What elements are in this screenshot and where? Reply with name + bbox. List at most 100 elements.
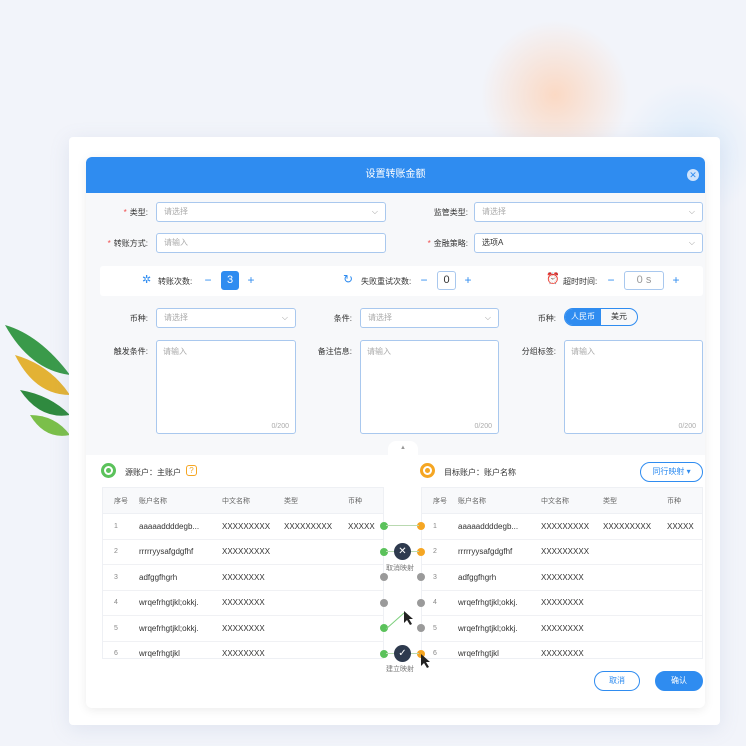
transfer-count-value[interactable]: 3 — [221, 271, 239, 290]
table-cell: wrqefrhgtjkl;okkj. — [458, 598, 518, 608]
table-row[interactable]: 3 adfggfhgrh XXXXXXXX — [103, 565, 383, 591]
chevron-down-icon: ⌵ — [688, 207, 695, 216]
type-select[interactable]: 请选择 ⌵ — [156, 202, 386, 222]
target-anchor[interactable] — [417, 547, 425, 556]
supervision-type-select[interactable]: 请选择 ⌵ — [474, 202, 703, 222]
create-mapping-label: 建立映射 — [386, 666, 414, 673]
table-cell: XXXXXXXXX — [541, 521, 590, 531]
currency-select[interactable]: 请选择 ⌵ — [156, 308, 296, 328]
table-row[interactable]: 5 wrqefrhgtjkl;okkj. XXXXXXXX — [422, 616, 702, 642]
caret-down-icon: ▾ — [686, 467, 691, 476]
help-icon[interactable]: ? — [186, 465, 197, 476]
table-cell: XXXXXXXXX — [603, 521, 652, 531]
finance-strategy-select[interactable]: 选项A ⌵ — [474, 233, 703, 253]
table-row[interactable]: 1 aaaaaddddegb... XXXXXXXXX XXXXXXXXX XXXXX — [103, 514, 383, 540]
plus-button[interactable]: + — [464, 273, 472, 287]
mapping-mode-dropdown[interactable]: 同行映射 ▾ — [640, 462, 703, 482]
table-cell: 3 — [114, 573, 118, 581]
column-header: 序号 — [433, 497, 447, 505]
cancel-mapping-icon[interactable]: ✕ — [394, 543, 411, 560]
source-anchor[interactable] — [380, 598, 388, 607]
table-cell: 1 — [114, 522, 118, 530]
target-anchor[interactable] — [417, 649, 425, 658]
connector-column: ✕ 取消映射 ✓ — [380, 487, 425, 662]
table-cell: XXXXXXXX — [541, 649, 584, 659]
dragging-line — [385, 611, 413, 630]
table-row[interactable]: 3 adfggfhgrh XXXXXXXX — [422, 565, 702, 591]
minus-button[interactable]: − — [607, 273, 615, 287]
table-cell: aaaaaddddegb... — [458, 521, 519, 531]
table-header: 序号 账户名称 中文名称 类型 币种 — [103, 488, 383, 514]
table-row[interactable]: 6 wrqefrhgtjkl XXXXXXXX — [422, 642, 702, 659]
group-tag-textarea[interactable]: 请输入 0/200 — [564, 340, 703, 434]
toggle-option-usd[interactable]: 美元 — [611, 312, 627, 321]
target-anchor[interactable] — [417, 573, 425, 581]
close-icon[interactable]: ✕ — [687, 169, 699, 181]
source-anchor[interactable] — [380, 624, 388, 632]
table-row[interactable]: 2 rrrrryysafgdgfhf XXXXXXXXX — [422, 540, 702, 565]
table-cell: wrqefrhgtjkl;okkj. — [139, 598, 199, 608]
target-title: 目标账户：账户名称 — [444, 468, 516, 477]
create-mapping-icon[interactable]: ✓ — [394, 645, 411, 662]
target-anchor[interactable] — [417, 624, 425, 632]
table-cell: XXXXX — [667, 521, 694, 531]
table-cell: adfggfhgrh — [139, 572, 178, 582]
currency-label: 币种: — [129, 314, 148, 323]
table-row[interactable]: 6 wrqefrhgtjkl XXXXXXXX — [103, 642, 383, 659]
chevron-down-icon: ⌵ — [281, 313, 288, 322]
source-anchor[interactable] — [380, 573, 388, 581]
column-header: 类型 — [284, 497, 298, 505]
minus-button[interactable]: − — [420, 273, 428, 287]
supervision-type-label: 监管类型: — [433, 208, 468, 217]
timeout-value[interactable]: 0 s — [624, 271, 664, 290]
confirm-button[interactable]: 确认 — [655, 671, 703, 691]
refresh-icon: ↻ — [343, 272, 354, 286]
stepper-band: ✲ 转账次数: − 3 + ↻ 失败重试次数: − 0 + ⏰ 超时时间: − … — [100, 266, 703, 296]
table-cell: rrrrryysafgdgfhf — [458, 547, 513, 557]
target-anchor[interactable] — [417, 522, 425, 530]
table-cell: XXXXXXXX — [222, 623, 265, 633]
plant-illustration — [5, 325, 70, 436]
source-anchor[interactable] — [380, 522, 388, 530]
source-anchor[interactable] — [380, 547, 388, 556]
remarks-textarea[interactable]: 请输入 0/200 — [360, 340, 499, 434]
table-cell: 6 — [114, 650, 118, 658]
table-cell: XXXXXXXX — [222, 649, 265, 659]
source-anchor[interactable] — [380, 649, 388, 658]
table-cell: 6 — [433, 650, 437, 658]
currency-toggle: 人民币 美元 — [564, 308, 638, 326]
retry-count-value[interactable]: 0 — [437, 271, 456, 290]
table-cell: XXXXXXXXX — [222, 547, 271, 557]
cancel-button[interactable]: 取消 — [594, 671, 640, 691]
table-cell: 1 — [433, 522, 437, 530]
plus-button[interactable]: + — [247, 273, 255, 287]
column-header: 币种 — [667, 497, 681, 505]
toggle-option-rmb[interactable]: 人民币 — [565, 309, 601, 325]
table-row[interactable]: 5 wrqefrhgtjkl;okkj. XXXXXXXX — [103, 616, 383, 642]
table-cell: XXXXXXXXX — [541, 547, 590, 557]
table-row[interactable]: 4 wrqefrhgtjkl;okkj. XXXXXXXX — [422, 591, 702, 616]
table-row[interactable]: 2 rrrrryysafgdgfhf XXXXXXXXX — [103, 540, 383, 565]
table-cell: XXXXXXXX — [541, 623, 584, 633]
table-cell: adfggfhgrh — [458, 572, 497, 582]
source-title: 源账户：主账户 — [125, 468, 181, 477]
table-row[interactable]: 4 wrqefrhgtjkl;okkj. XXXXXXXX — [103, 591, 383, 616]
table-cell: XXXXX — [348, 521, 375, 531]
condition-label: 条件: — [333, 314, 352, 323]
source-account-icon — [101, 463, 116, 478]
column-header: 账户名称 — [458, 497, 486, 505]
plus-button[interactable]: + — [672, 273, 680, 287]
trigger-textarea[interactable]: 请输入 0/200 — [156, 340, 296, 434]
minus-button[interactable]: − — [204, 273, 212, 287]
table-cell: aaaaaddddegb... — [139, 521, 200, 531]
collapse-toggle[interactable]: ▲ — [388, 441, 418, 455]
target-anchor[interactable] — [417, 598, 425, 607]
trigger-label: 触发条件: — [113, 347, 148, 356]
table-row[interactable]: 1 aaaaaddddegb... XXXXXXXXX XXXXXXXXX XXXXX — [422, 514, 702, 540]
retry-count-label: 失败重试次数: — [361, 277, 412, 286]
transfer-dialog: 设置转账金额 ✕ * 类型: 请选择 ⌵ 监管类型: 请选择 ⌵ * 转账方式: 请输入… — [86, 157, 705, 708]
condition-select[interactable]: 请选择 ⌵ — [360, 308, 499, 328]
transfer-method-input[interactable]: 请输入 — [156, 233, 386, 253]
form-area: * 类型: 请选择 ⌵ 监管类型: 请选择 ⌵ * 转账方式: 请输入 * 金融策略: 选… — [86, 193, 705, 455]
mapping-line — [386, 525, 419, 526]
